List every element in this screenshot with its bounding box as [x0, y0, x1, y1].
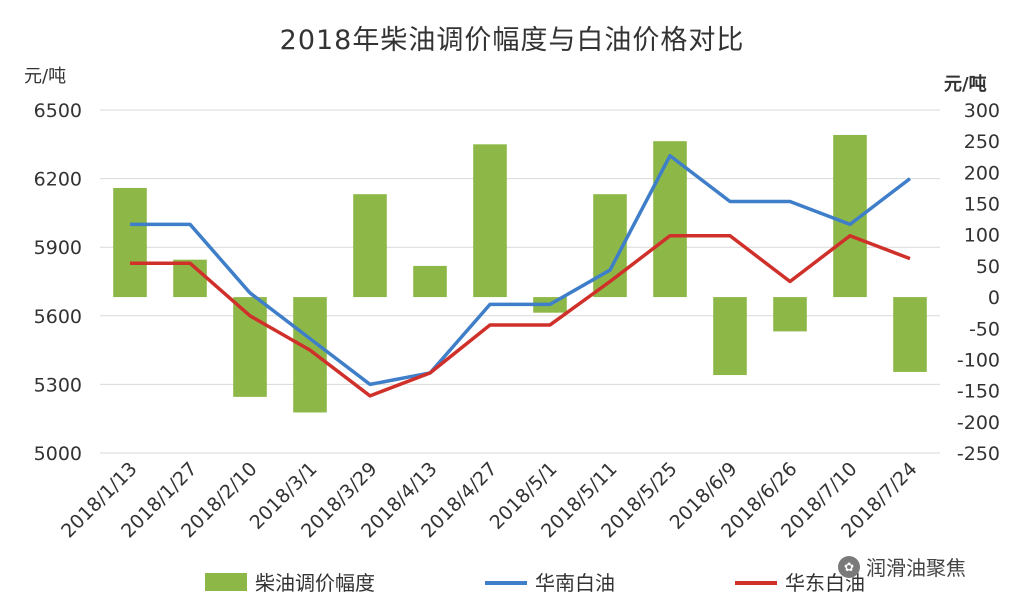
bar: [233, 297, 267, 397]
right-tick-label: -50: [969, 318, 1000, 340]
bar: [773, 297, 807, 332]
right-tick-label: 0: [988, 287, 1000, 309]
right-tick-label: 50: [976, 256, 1000, 278]
left-tick-label: 6500: [34, 100, 82, 122]
bar: [413, 265, 447, 298]
bar: [293, 297, 327, 413]
bar: [353, 194, 387, 298]
left-tick-label: 5300: [34, 374, 82, 396]
right-tick-label: 150: [964, 194, 1000, 216]
bar: [893, 297, 927, 372]
right-tick-label: 200: [964, 162, 1000, 184]
wechat-icon: ✿: [838, 555, 860, 578]
legend-label: 华南白油: [535, 571, 615, 595]
series-line-east: [130, 234, 911, 398]
bar: [473, 144, 507, 298]
chart-title: 2018年柴油调价幅度与白油价格对比: [279, 25, 745, 56]
right-tick-label: -200: [957, 412, 1000, 434]
bar: [113, 187, 147, 298]
legend-label: 柴油调价幅度: [255, 571, 375, 595]
watermark-text: 润滑油聚焦: [866, 556, 966, 580]
bar: [713, 297, 747, 376]
left-tick-label: 5900: [34, 237, 82, 259]
right-tick-label: 250: [964, 131, 1000, 153]
right-tick-label: 300: [964, 100, 1000, 122]
left-axis-unit: 元/吨: [24, 66, 67, 87]
left-tick-label: 5000: [34, 443, 82, 465]
series-line-south: [130, 153, 912, 387]
bar: [653, 141, 687, 298]
left-tick-label: 5600: [34, 306, 82, 328]
right-tick-label: 100: [964, 225, 1000, 247]
bar: [173, 259, 207, 298]
watermark: ✿ 润滑油聚焦: [838, 552, 966, 581]
right-tick-label: -100: [957, 349, 1000, 371]
right-tick-label: -250: [957, 443, 1000, 465]
legend-swatch-bar: [205, 573, 247, 591]
right-axis-unit: 元/吨: [944, 74, 987, 95]
left-tick-label: 6200: [34, 169, 82, 191]
right-tick-label: -150: [957, 381, 1000, 403]
